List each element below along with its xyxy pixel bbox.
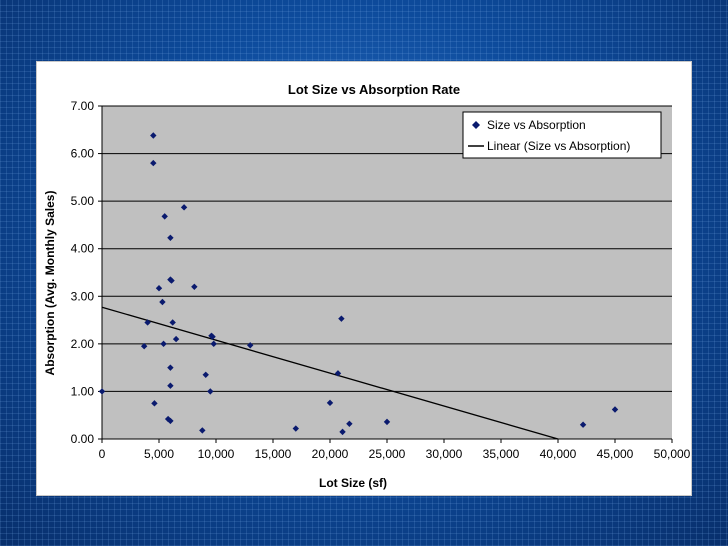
data-point — [150, 159, 157, 167]
legend: Size vs Absorption Linear (Size vs Absor… — [462, 111, 662, 159]
data-point — [167, 364, 174, 371]
data-point — [168, 277, 175, 284]
data-point — [209, 333, 216, 340]
legend-box — [462, 111, 662, 159]
data-point — [144, 319, 151, 326]
legend-label-scatter: Size vs Absorption — [487, 118, 586, 132]
x-tick-label: 15,000 — [255, 447, 292, 461]
data-point — [140, 343, 148, 350]
data-point — [167, 417, 174, 425]
x-tick-label: 40,000 — [540, 447, 577, 461]
data-point — [167, 234, 174, 241]
trendline — [101, 306, 559, 440]
data-point — [199, 427, 206, 434]
y-tick-label: 6.00 — [71, 147, 95, 161]
data-point — [326, 399, 334, 407]
chart-title: Lot Size vs Absorption Rate — [288, 82, 460, 97]
data-point — [334, 370, 342, 377]
data-point — [202, 371, 209, 378]
scatter-chart: Lot Size vs Absorption Rate 0.00 1.00 2.00… — [43, 82, 691, 490]
x-tick-label: 10,000 — [198, 447, 235, 461]
data-point — [98, 388, 106, 395]
data-point — [180, 204, 188, 211]
y-axis-label: Absorption (Avg. Monthly Sales) — [43, 191, 57, 376]
data-point — [169, 319, 176, 326]
x-axis-label: Lot Size (sf) — [319, 476, 387, 490]
y-tick-label: 3.00 — [71, 289, 95, 303]
x-tick-label: 20,000 — [312, 447, 349, 461]
y-tick-label: 4.00 — [71, 242, 95, 256]
data-point — [346, 420, 353, 427]
data-point — [339, 428, 346, 436]
x-tick-label: 35,000 — [483, 447, 520, 461]
data-point — [161, 213, 168, 220]
legend-label-trendline: Linear (Size vs Absorption) — [487, 139, 630, 153]
data-point — [151, 400, 158, 407]
data-point — [167, 382, 174, 389]
data-point — [191, 283, 198, 290]
x-tick-label: 50,000 — [654, 447, 691, 461]
y-tick-label: 0.00 — [71, 432, 95, 446]
data-point — [150, 132, 157, 139]
data-point — [159, 298, 166, 306]
data-point — [172, 335, 180, 343]
data-point — [579, 421, 587, 428]
y-tick-label: 7.00 — [71, 99, 95, 113]
y-tick-label: 2.00 — [71, 337, 95, 351]
y-tick-label: 5.00 — [71, 194, 95, 208]
data-point — [292, 425, 299, 432]
x-tick-label: 0 — [99, 447, 106, 461]
plot-area: 0.00 1.00 2.00 3.00 4.00 5.00 6.00 7.00 0 5,000 10… — [71, 99, 691, 461]
x-tick-label: 30,000 — [426, 447, 463, 461]
data-point — [210, 340, 217, 348]
data-point — [383, 418, 391, 426]
x-tick-label: 25,000 — [369, 447, 406, 461]
data-point — [338, 315, 345, 322]
data-point — [611, 406, 619, 413]
x-tick-label: 5,000 — [144, 447, 174, 461]
data-point — [207, 388, 214, 395]
legend-marker-scatter — [472, 121, 480, 129]
y-tick-label: 1.00 — [71, 384, 95, 398]
x-tick-label: 45,000 — [597, 447, 634, 461]
chart-frame: Lot Size vs Absorption Rate 0.00 1.00 2.00… — [36, 61, 692, 496]
plot-background — [102, 106, 672, 439]
data-point — [247, 342, 254, 349]
